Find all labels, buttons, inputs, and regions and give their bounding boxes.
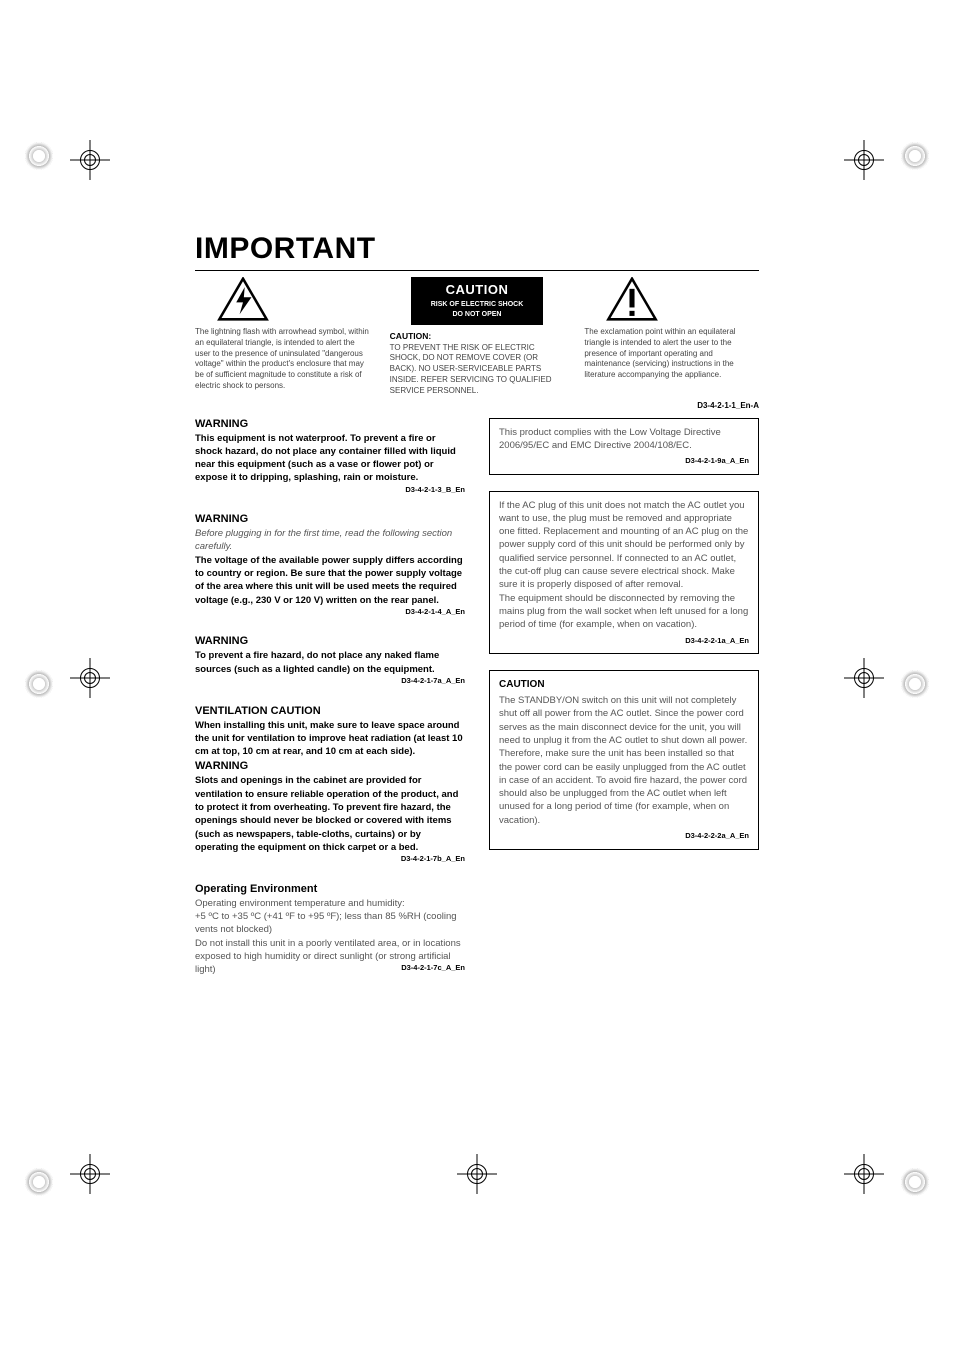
- box-text: If the AC plug of this unit does not mat…: [499, 499, 749, 632]
- crop-circle-tr: [901, 142, 929, 170]
- block-title: WARNING: [195, 513, 465, 525]
- exclamation-triangle-icon: [606, 277, 658, 321]
- block-bold-text: This equipment is not waterproof. To pre…: [195, 433, 456, 484]
- caution-box-caption: CAUTION: [415, 281, 539, 299]
- caution-box-line1: RISK OF ELECTRIC SHOCK: [415, 301, 539, 310]
- block-bold-text: To prevent a fire hazard, do not place a…: [195, 650, 439, 674]
- crop-circle-ml: [25, 670, 53, 698]
- registration-mark-mr: [844, 658, 884, 698]
- box-text: The STANDBY/ON switch on this unit will …: [499, 694, 749, 827]
- registration-mark-tl: [70, 140, 110, 180]
- block-plain-1: Operating environment temperature and hu…: [195, 897, 465, 910]
- lightning-triangle-icon: [217, 277, 269, 321]
- block-code: D3-4-2-1-7a_A_En: [401, 676, 465, 687]
- block-code: D3-4-2-1-7c_A_En: [401, 963, 465, 974]
- title-rule: [195, 270, 759, 271]
- icon-col-left: The lightning flash with arrowhead symbo…: [195, 277, 370, 397]
- block-bold-text: The voltage of the available power suppl…: [195, 555, 463, 606]
- block-title: WARNING: [195, 418, 465, 430]
- registration-mark-tr: [844, 140, 884, 180]
- crop-circle-tl: [25, 142, 53, 170]
- crop-circle-br: [901, 1168, 929, 1196]
- ventilation-caution: VENTILATION CAUTION When installing this…: [195, 705, 465, 865]
- block-title: Operating Environment: [195, 883, 465, 895]
- block-body: The voltage of the available power suppl…: [195, 554, 465, 607]
- two-column-body: WARNING This equipment is not waterproof…: [195, 418, 759, 995]
- block-title-2: WARNING: [195, 760, 465, 772]
- operating-environment: Operating Environment Operating environm…: [195, 883, 465, 977]
- block-bold-text: Slots and openings in the cabinet are pr…: [195, 775, 458, 852]
- registration-mark-bc: [457, 1154, 497, 1194]
- icon-col-right: The exclamation point within an equilate…: [584, 277, 759, 397]
- caution-header: CAUTION:: [390, 331, 565, 342]
- crop-circle-bl: [25, 1168, 53, 1196]
- left-column: WARNING This equipment is not waterproof…: [195, 418, 465, 995]
- registration-mark-ml: [70, 658, 110, 698]
- top-icons-row: The lightning flash with arrowhead symbo…: [195, 277, 759, 397]
- page-content: IMPORTANT The lightning flash with arrow…: [195, 232, 759, 995]
- box-code: D3-4-2-2-1a_A_En: [499, 636, 749, 647]
- block-title: VENTILATION CAUTION: [195, 705, 465, 717]
- caution-black-box: CAUTION RISK OF ELECTRIC SHOCK DO NOT OP…: [411, 277, 543, 325]
- block-italic: Before plugging in for the first time, r…: [195, 527, 465, 554]
- warning-voltage: WARNING Before plugging in for the first…: [195, 513, 465, 617]
- standby-caution-box: CAUTION The STANDBY/ON switch on this un…: [489, 670, 759, 849]
- block-code: D3-4-2-1-3_B_En: [405, 485, 465, 496]
- registration-mark-br: [844, 1154, 884, 1194]
- icon-right-text: The exclamation point within an equilate…: [584, 327, 759, 381]
- block-code: D3-4-2-1-7b_A_En: [401, 854, 465, 865]
- registration-mark-bl: [70, 1154, 110, 1194]
- ac-plug-box: If the AC plug of this unit does not mat…: [489, 491, 759, 654]
- block-body: To prevent a fire hazard, do not place a…: [195, 649, 465, 676]
- box-code: D3-4-2-2-2a_A_En: [499, 831, 749, 842]
- box-header: CAUTION: [499, 678, 749, 692]
- box-text: This product complies with the Low Volta…: [499, 426, 749, 453]
- caution-box-line2: DO NOT OPEN: [415, 311, 539, 320]
- block-title: WARNING: [195, 635, 465, 647]
- block-body: This equipment is not waterproof. To pre…: [195, 432, 465, 485]
- icon-col-center: CAUTION RISK OF ELECTRIC SHOCK DO NOT OP…: [390, 277, 565, 397]
- block-plain-2: +5 ºC to +35 ºC (+41 ºF to +95 ºF); less…: [195, 910, 465, 937]
- crop-circle-mr: [901, 670, 929, 698]
- block-body: When installing this unit, make sure to …: [195, 719, 465, 759]
- warning-flame: WARNING To prevent a fire hazard, do not…: [195, 635, 465, 686]
- block-plain-3: Do not install this unit in a poorly ven…: [195, 937, 465, 977]
- page-title: IMPORTANT: [195, 232, 759, 266]
- icon-left-text: The lightning flash with arrowhead symbo…: [195, 327, 370, 392]
- warning-waterproof: WARNING This equipment is not waterproof…: [195, 418, 465, 496]
- box-code: D3-4-2-1-9a_A_En: [499, 456, 749, 467]
- icon-center-text: TO PREVENT THE RISK OF ELECTRIC SHOCK, D…: [390, 343, 565, 397]
- block-body-2: Slots and openings in the cabinet are pr…: [195, 774, 465, 854]
- top-code: D3-4-2-1-1_En-A: [195, 401, 759, 410]
- block-code: D3-4-2-1-4_A_En: [405, 607, 465, 618]
- right-column: This product complies with the Low Volta…: [489, 418, 759, 995]
- directive-box: This product complies with the Low Volta…: [489, 418, 759, 475]
